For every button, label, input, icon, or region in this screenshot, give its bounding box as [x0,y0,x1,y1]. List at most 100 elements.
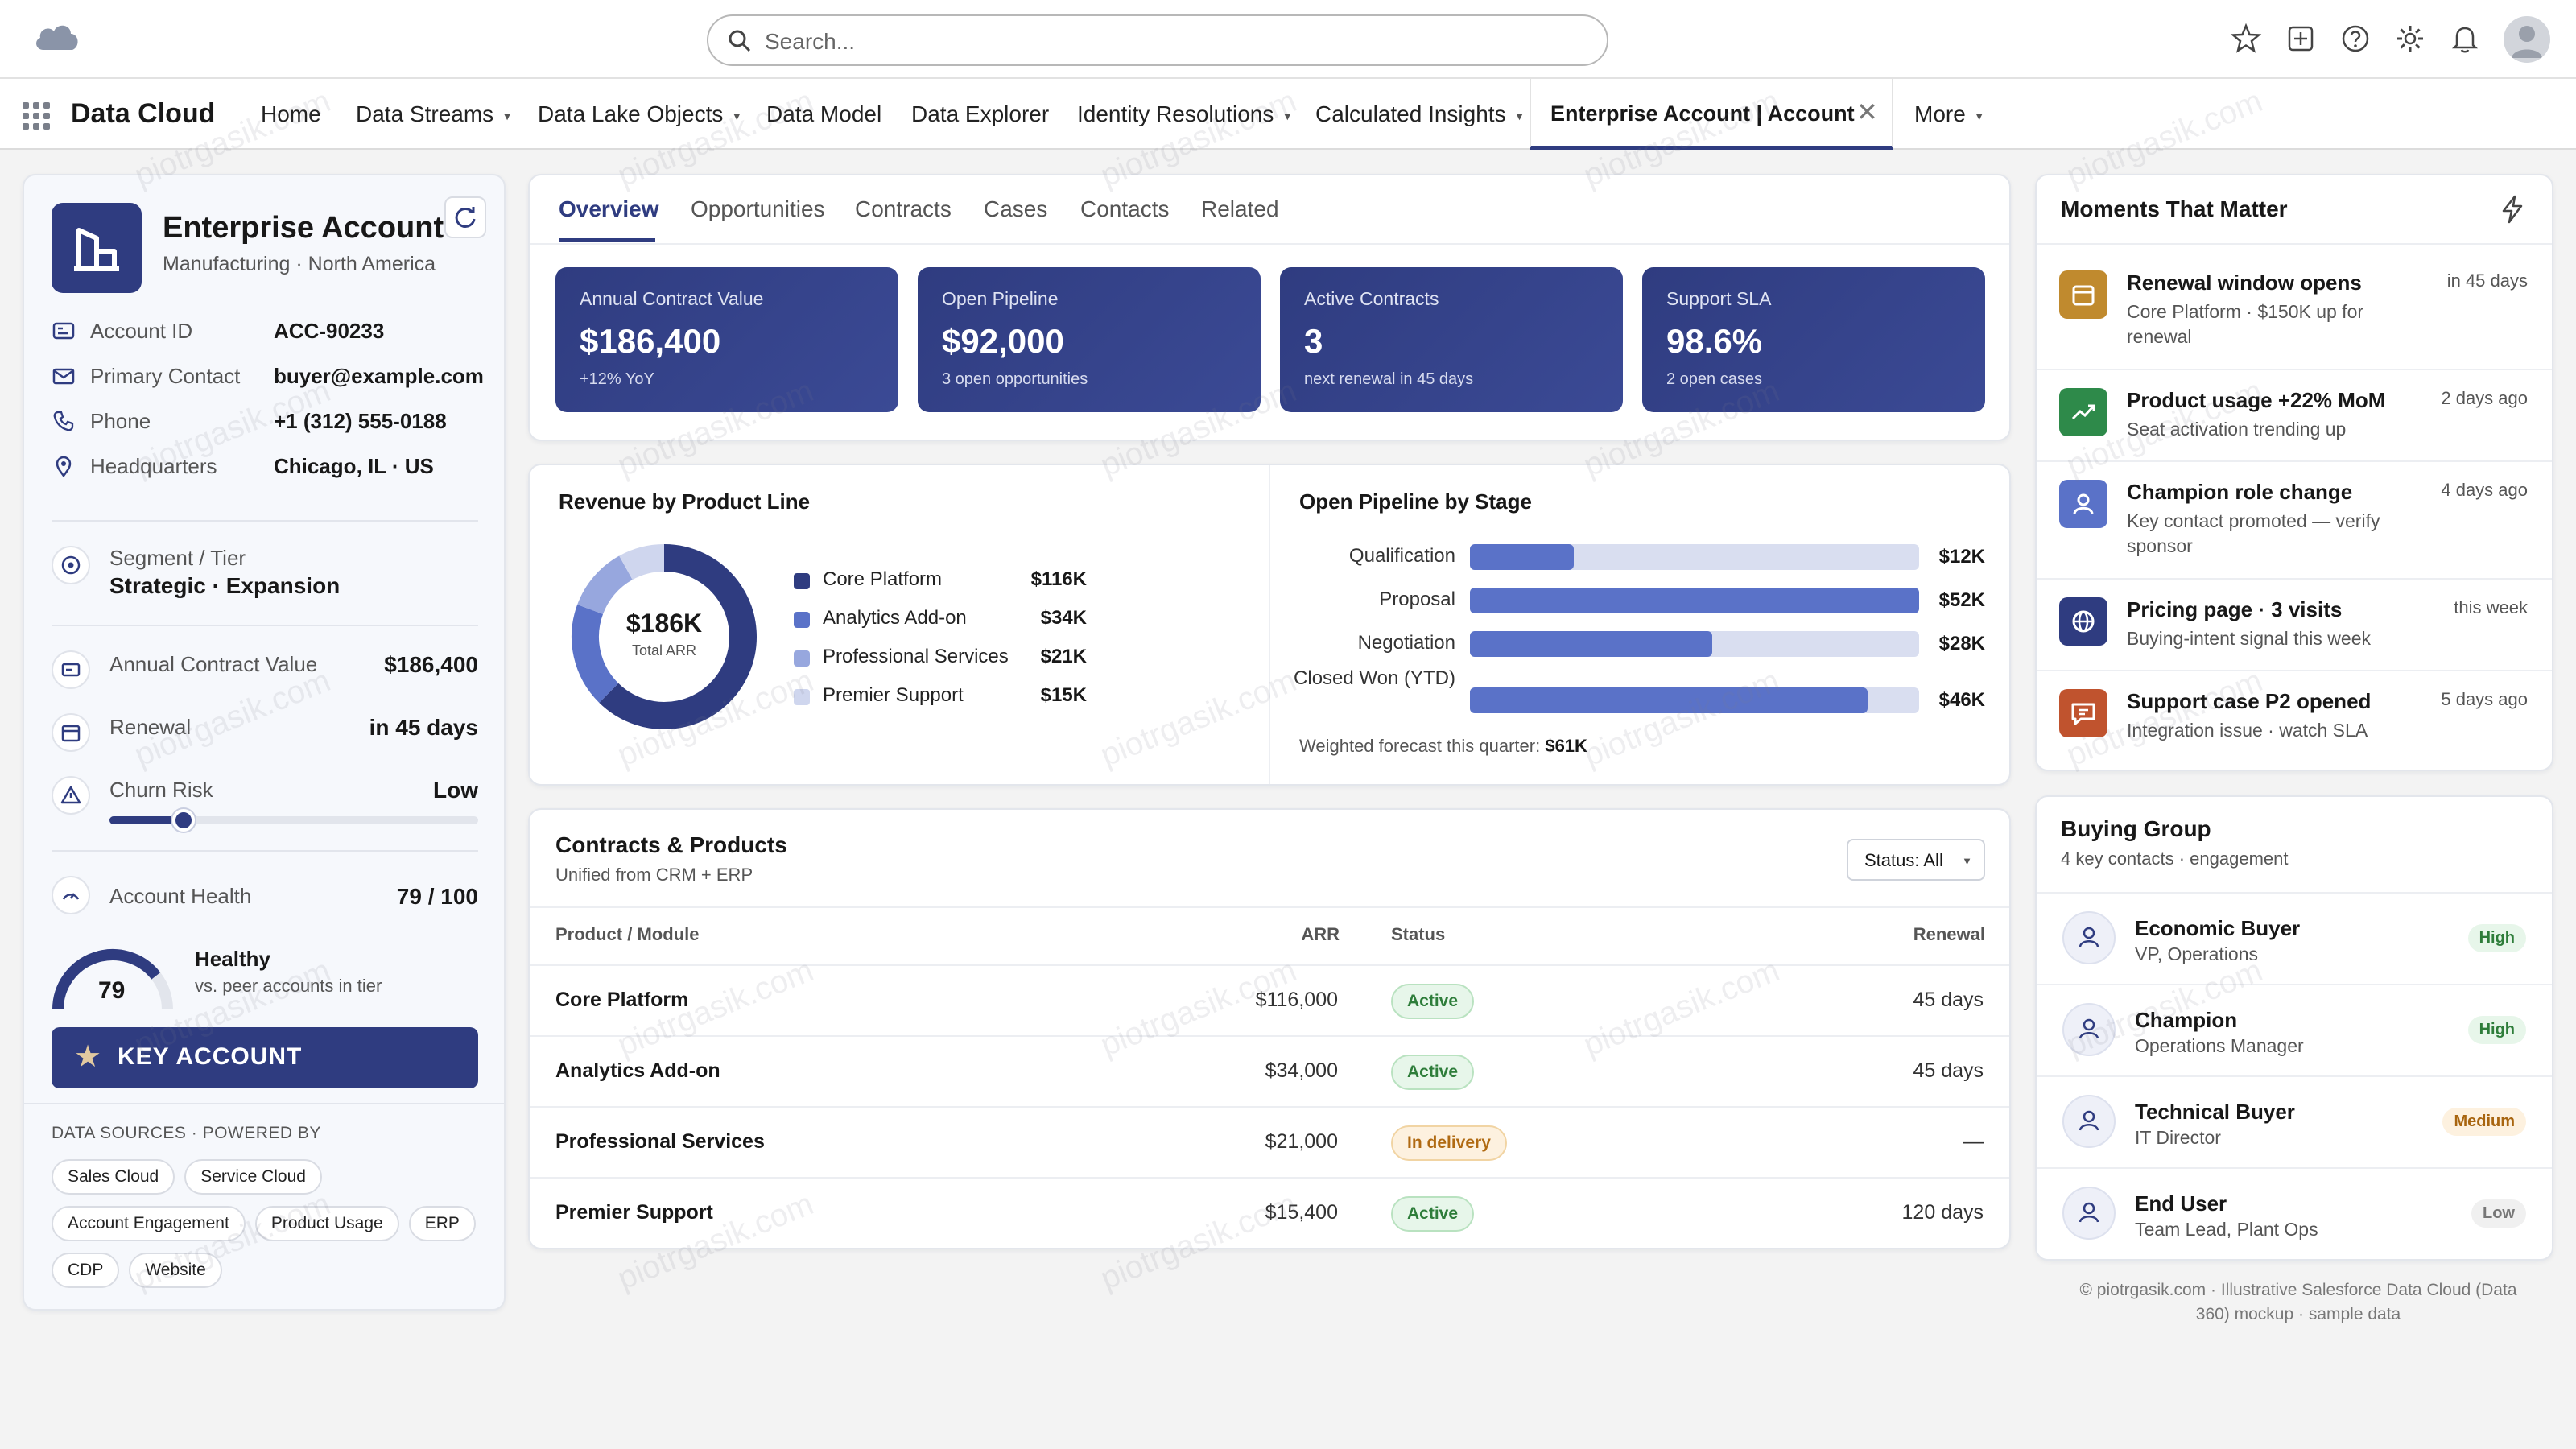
bar-category-label: Negotiation [1357,632,1455,654]
nav-calculated-insights-label: Calculated Insights [1315,101,1506,126]
bar-closed-won-ytd-[interactable] [1470,687,1868,713]
forecast-label: Weighted forecast this quarter: [1299,736,1541,756]
cloud-logo-icon[interactable] [32,18,82,53]
divider [2037,243,2552,245]
donut-slice-premier-support[interactable] [619,544,665,580]
tab-overview[interactable]: Overview [559,196,659,221]
kpi-value: 3 [1304,322,1323,360]
source-chip[interactable]: Service Cloud [184,1159,322,1195]
col-header-renewal[interactable]: Renewal [1913,924,1985,944]
field-value-primary-contact[interactable]: buyer@example.com [274,364,484,388]
bell-icon[interactable] [2449,23,2481,55]
field-label-phone: Phone [90,409,151,433]
contracts-card [528,808,2011,1249]
tab-opportunities[interactable]: Opportunities [691,196,825,221]
moment-desc: Integration issue · watch SLA [2127,720,2368,741]
star-icon[interactable] [2230,23,2262,55]
tab-enterprise-account[interactable]: Enterprise Account | Account ✕ [1530,79,1893,150]
global-search-input[interactable]: Search... [707,14,1608,66]
kpi-card-active-contracts[interactable]: Active Contracts 3 next renewal in 45 days [1280,267,1623,412]
member-title: VP, Operations [2135,943,2259,964]
source-chip[interactable]: Sales Cloud [52,1159,175,1195]
bar-qualification[interactable] [1470,544,1574,570]
star-icon: ★ [74,1040,102,1074]
table-row[interactable]: Premier Support $15,400 Active 120 days [530,1177,2009,1248]
cell-arr: $15,400 [1265,1201,1338,1224]
legend-item[interactable]: Premier Support $15K [794,683,1087,721]
moments-card [2035,174,2553,771]
field-value-phone[interactable]: +1 (312) 555-0188 [274,409,447,433]
nav-data-streams[interactable]: Data Streams ▼ [356,101,513,127]
tab-contracts[interactable]: Contracts [855,196,952,221]
add-icon[interactable] [2285,23,2317,55]
legend-item[interactable]: Analytics Add-on $34K [794,605,1087,644]
kpi-card-support-sla[interactable]: Support SLA 98.6% 2 open cases [1642,267,1985,412]
legend-label: Professional Services [823,646,1009,667]
moment-title: Support case P2 opened [2127,689,2372,713]
buying-group-title: Buying Group [2061,816,2211,841]
calendar-icon [2059,270,2107,319]
avatar[interactable] [2504,16,2550,63]
nav-home[interactable]: Home [261,101,321,127]
source-chip[interactable]: Product Usage [254,1206,399,1241]
kpi-value: $186,400 [580,322,721,360]
churn-risk-fill [109,816,184,824]
source-chip[interactable]: Website [129,1253,222,1288]
nav-calculated-insights[interactable]: Calculated Insights ▼ [1315,101,1525,127]
nav-data-lake-objects[interactable]: Data Lake Objects ▼ [538,101,742,127]
tab-cases[interactable]: Cases [984,196,1048,221]
tab-contacts[interactable]: Contacts [1080,196,1170,221]
source-chip[interactable]: ERP [408,1206,476,1241]
donut-slice-core-platform[interactable] [599,544,757,729]
app-navigation [0,79,2576,150]
donut-slice-professional-services[interactable] [577,555,634,615]
health-label: Account Health [109,884,252,908]
nav-more[interactable]: More ▼ [1914,101,1985,127]
nav-identity-resolutions[interactable]: Identity Resolutions ▼ [1077,101,1293,127]
key-account-button[interactable]: ★ KEY ACCOUNT [52,1027,478,1088]
bar-category-label: Proposal [1379,588,1455,610]
nav-data-model[interactable]: Data Model [766,101,881,127]
nav-data-explorer[interactable]: Data Explorer [911,101,1049,127]
contracts-title: Contracts & Products [555,832,787,857]
churn-risk-slider-handle[interactable] [171,809,195,832]
nav-data-lake-objects-label: Data Lake Objects [538,101,724,126]
source-chip[interactable]: Account Engagement [52,1206,246,1241]
chevron-down-icon: ▼ [1282,109,1294,122]
member-role: Economic Buyer [2135,916,2301,940]
gear-icon[interactable] [2394,23,2426,55]
legend-swatch [794,612,810,628]
moment-time: 2 days ago [2441,388,2528,408]
lightning-icon[interactable] [2499,195,2526,224]
charts-divider [1269,465,1270,784]
table-row[interactable]: Professional Services $21,000 In delivery — [530,1106,2009,1177]
tab-related[interactable]: Related [1201,196,1279,221]
status-filter-select[interactable]: Status: All ▼ [1847,839,1985,881]
close-icon[interactable]: ✕ [1856,97,1878,126]
cell-renewal: 45 days [1913,989,1984,1011]
source-chip[interactable]: CDP [52,1253,120,1288]
help-icon[interactable] [2339,23,2372,55]
legend-item[interactable]: Professional Services $21K [794,644,1087,683]
donut-slice-analytics-add-on[interactable] [572,605,619,703]
account-name: Enterprise Account [163,211,444,245]
refresh-button[interactable] [444,196,486,238]
kpi-card-open-pipeline[interactable]: Open Pipeline $92,000 3 open opportunities [918,267,1261,412]
bar-proposal[interactable] [1470,588,1919,613]
bar-negotiation[interactable] [1470,631,1712,657]
app-launcher-icon[interactable] [23,102,50,130]
bar-category-label: Qualification [1348,545,1455,567]
col-header-product[interactable]: Product / Module [555,924,700,944]
col-header-status[interactable]: Status [1391,924,1446,944]
table-row[interactable]: Core Platform $116,000 Active 45 days [530,964,2009,1035]
table-row[interactable]: Analytics Add-on $34,000 Active 45 days [530,1035,2009,1106]
contracts-subtitle: Unified from CRM + ERP [555,865,753,885]
legend-item[interactable]: Core Platform $116K [794,567,1087,605]
person-icon [2062,1003,2116,1056]
kpi-card-acv[interactable]: Annual Contract Value $186,400 +12% YoY [555,267,898,412]
moment-title: Champion role change [2127,480,2353,504]
revenue-donut-chart [572,544,757,729]
divider [2037,892,2552,894]
buying-group-card [2035,795,2553,1261]
col-header-arr[interactable]: ARR [1301,924,1340,944]
